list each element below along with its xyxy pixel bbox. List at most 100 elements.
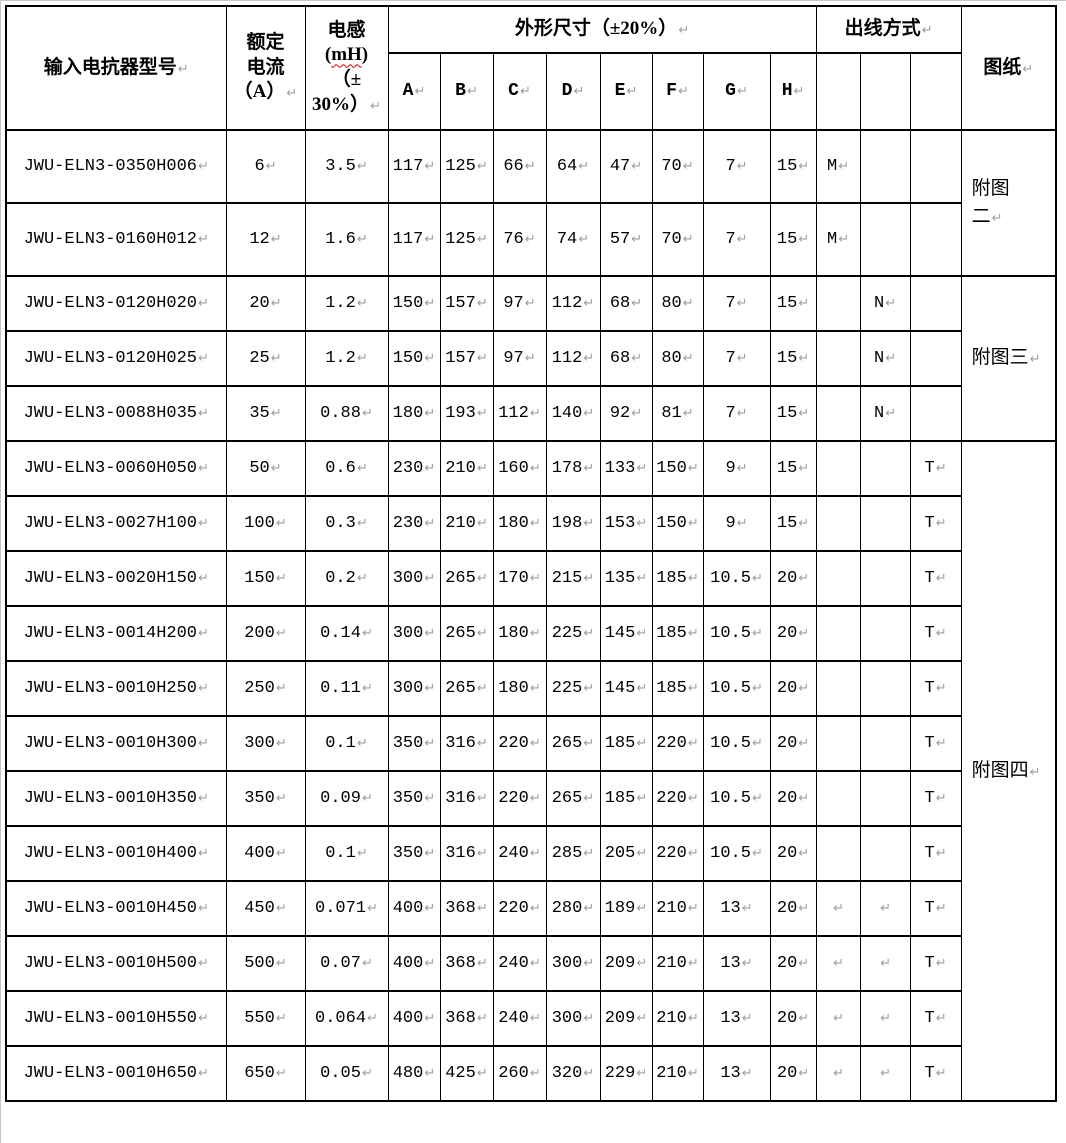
inductance-cell-text: 0.88: [320, 404, 361, 423]
model-cell-text: JWU-ELN3-0027H100: [23, 514, 198, 533]
current-cell-text: 550: [244, 1009, 275, 1028]
paragraph-mark: ↵: [991, 211, 1003, 226]
inductance-cell-text: 3.5: [325, 157, 356, 176]
dim-cell-text: 80: [661, 294, 682, 313]
inductance-cell: 0.09↵: [304, 770, 389, 827]
dim-cell-text: 13: [720, 1064, 741, 1083]
paragraph-mark: ↵: [519, 83, 531, 99]
dim-cell-text: 15: [776, 230, 798, 249]
dim-cell: 157↵: [439, 275, 494, 332]
dim-cell-text: 210: [656, 954, 687, 973]
dim-cell-text: 20: [776, 679, 798, 698]
paragraph-mark: ↵: [198, 296, 209, 311]
dim-cell: 350↵: [387, 715, 441, 772]
paragraph-mark: ↵: [741, 901, 753, 916]
paragraph-mark: ↵: [935, 1011, 947, 1026]
dim-cell-text: 316: [445, 844, 476, 863]
outlet-cell: M↵: [815, 202, 861, 277]
dim-cell-text: 125: [445, 157, 476, 176]
paragraph-mark: ↵: [529, 461, 541, 476]
paragraph-mark: ↵: [476, 846, 488, 861]
outlet-cell: T↵: [909, 990, 962, 1047]
dim-cell-text: 185: [604, 734, 636, 753]
paragraph-mark: ↵: [935, 846, 947, 861]
paragraph-mark: ↵: [524, 296, 536, 311]
dim-cell: 220↵: [651, 715, 704, 772]
dim-cell-text: 13: [720, 1009, 741, 1028]
dim-cell-text: 230: [392, 459, 424, 478]
outlet-cell-text: T: [924, 734, 935, 753]
outlet-cell-text: T: [924, 679, 935, 698]
dim-cell: 80↵: [651, 275, 704, 332]
paragraph-mark: ↵: [275, 626, 287, 641]
paragraph-mark: ↵: [275, 1066, 287, 1081]
dim-cell-text: 300: [551, 1009, 583, 1028]
dim-cell-text: 400: [392, 899, 424, 918]
dim-cell: 81↵: [651, 385, 704, 442]
paragraph-mark: ↵: [798, 159, 810, 174]
dim-cell-text: 260: [498, 1064, 529, 1083]
inductance-cell-text: 0.11: [320, 679, 361, 698]
model-cell: JWU-ELN3-0160H012↵: [5, 202, 227, 277]
dim-cell: 15↵: [769, 129, 817, 204]
paragraph-mark: ↵: [476, 1011, 488, 1026]
dim-cell-text: 210: [656, 1064, 687, 1083]
dim-cell-text: 74: [556, 230, 578, 249]
dim-cell: 125↵: [439, 202, 494, 277]
dim-cell: 425↵: [439, 1045, 494, 1102]
outlet-cell-text: T: [924, 459, 935, 478]
inductance-cell: 1.2↵: [304, 275, 389, 332]
dim-cell: 97↵: [492, 275, 547, 332]
paragraph-mark: ↵: [682, 406, 694, 421]
inductance-cell: 1.6↵: [304, 202, 389, 277]
dim-col-header-C: C↵: [492, 52, 547, 131]
dim-cell: 9↵: [702, 495, 771, 552]
dimensions-title: 外形尺寸（±20%）: [514, 18, 678, 40]
paragraph-mark: ↵: [198, 956, 209, 971]
outlet-cell: [815, 715, 861, 772]
table-row: JWU-ELN3-0027H100↵ 100↵ 0.3↵ 230↵ 210↵ 180↵ 19…: [5, 495, 1056, 552]
paragraph-mark: ↵: [198, 406, 209, 421]
dim-cell: 280↵: [545, 880, 601, 937]
paragraph-mark: ↵: [524, 232, 536, 247]
model-cell-text: JWU-ELN3-0010H300: [23, 734, 198, 753]
dim-cell: 185↵: [651, 605, 704, 662]
dim-cell: 210↵: [651, 1045, 704, 1102]
outlet-cell: [859, 825, 911, 882]
dim-cell: 225↵: [545, 605, 601, 662]
paragraph-mark: ↵: [636, 626, 648, 641]
dim-cell: 185↵: [599, 715, 653, 772]
paragraph-mark: ↵: [935, 516, 947, 531]
dim-cell: 265↵: [439, 660, 494, 717]
dim-cell: 193↵: [439, 385, 494, 442]
paragraph-mark: ↵: [275, 791, 287, 806]
current-cell: 250↵: [225, 660, 306, 717]
paragraph-mark: ↵: [1022, 61, 1034, 77]
dim-cell-text: 68: [609, 349, 631, 368]
paragraph-mark: ↵: [476, 232, 488, 247]
dim-cell: 160↵: [492, 440, 547, 497]
dim-cell-text: 10.5: [710, 789, 751, 808]
dim-cell-text: 205: [604, 844, 636, 863]
dim-cell: 265↵: [439, 605, 494, 662]
dim-cell-text: 7: [725, 157, 736, 176]
paragraph-mark: ↵: [583, 681, 595, 696]
paragraph-mark: ↵: [687, 1066, 699, 1081]
paragraph-mark: ↵: [361, 1066, 373, 1081]
outlet-cell-text: T: [924, 899, 935, 918]
inductance-cell: 0.14↵: [304, 605, 389, 662]
dim-cell-text: 210: [656, 1009, 687, 1028]
model-cell: JWU-ELN3-0088H035↵: [5, 385, 227, 442]
outlet-cell: [815, 550, 861, 607]
current-cell: 200↵: [225, 605, 306, 662]
current-cell: 25↵: [225, 330, 306, 387]
paragraph-mark: ↵: [833, 901, 845, 916]
paragraph-mark: ↵: [198, 1011, 209, 1026]
inductance-cell: 0.071↵: [304, 880, 389, 937]
dim-cell-text: 185: [656, 679, 687, 698]
dim-cell: 229↵: [599, 1045, 653, 1102]
paragraph-mark: ↵: [356, 736, 368, 751]
outlet-cell: [859, 440, 911, 497]
dim-cell-text: 112: [498, 404, 529, 423]
dim-cell: 117↵: [387, 202, 441, 277]
